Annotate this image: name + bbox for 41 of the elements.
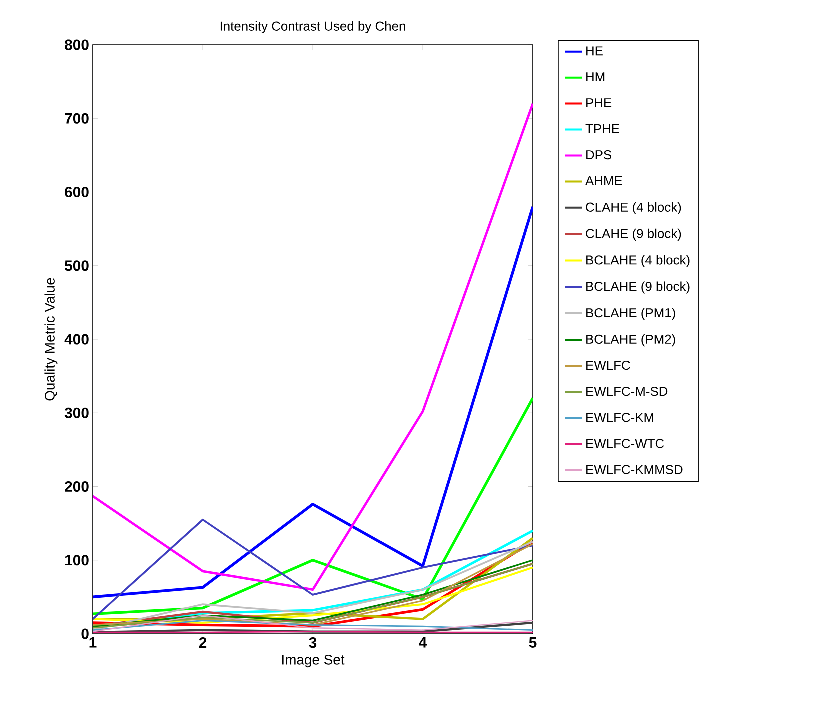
legend-label: EWLFC-M-SD	[586, 387, 668, 396]
line-series	[93, 397, 533, 616]
y-tick-label: 100	[65, 555, 89, 566]
line-series	[93, 206, 533, 599]
y-tick-label: 500	[65, 260, 89, 272]
legend-label: BCLAHE (9 block)	[586, 282, 690, 294]
x-tick-label: 3	[309, 638, 317, 648]
chart-title: Intensity Contrast Used by Chen	[220, 21, 406, 34]
y-tick-label: 700	[65, 113, 89, 124]
legend-label: BCLAHE (4 block)	[586, 255, 690, 268]
x-tick-label: 1	[90, 638, 97, 648]
legend-label: HE	[586, 46, 603, 56]
line-series	[93, 620, 533, 632]
x-tick-label: 5	[529, 638, 537, 648]
y-tick-label: 800	[65, 40, 89, 50]
y-tick-label: 300	[64, 408, 89, 418]
line-series	[93, 614, 533, 632]
legend-label: BCLAHE (PM2)	[586, 334, 676, 347]
y-axis-title: Quality Metric Value	[44, 278, 58, 401]
legend-label: EWLFC-KM	[586, 413, 654, 422]
legend-label: PHE	[586, 98, 612, 108]
legend-label: DPS	[586, 150, 612, 160]
line-series	[93, 102, 533, 592]
legend-label: TPHE	[586, 124, 620, 134]
x-tick-label: 2	[199, 638, 207, 648]
y-tick-label: 200	[65, 481, 89, 492]
line-series	[93, 622, 533, 634]
y-tick-label: 400	[64, 334, 89, 345]
legend-label: AHME	[586, 176, 622, 186]
legend-label: EWLFC-WTC	[586, 439, 664, 448]
line-series	[93, 518, 533, 620]
legend-label: HM	[586, 72, 605, 82]
x-axis-title: Image Set	[282, 654, 345, 668]
y-tick-label: 0	[82, 628, 89, 640]
x-tick-label: 4	[419, 638, 428, 648]
legend-label: BCLAHE (PM1)	[586, 308, 676, 320]
legend-label: CLAHE (4 block)	[586, 202, 682, 215]
legend-label: CLAHE (9 block)	[586, 228, 682, 241]
y-tick-label: 600	[65, 186, 89, 198]
legend-label: EWLFC-KMMSD	[586, 465, 683, 474]
legend-label: EWLFC	[586, 360, 630, 370]
